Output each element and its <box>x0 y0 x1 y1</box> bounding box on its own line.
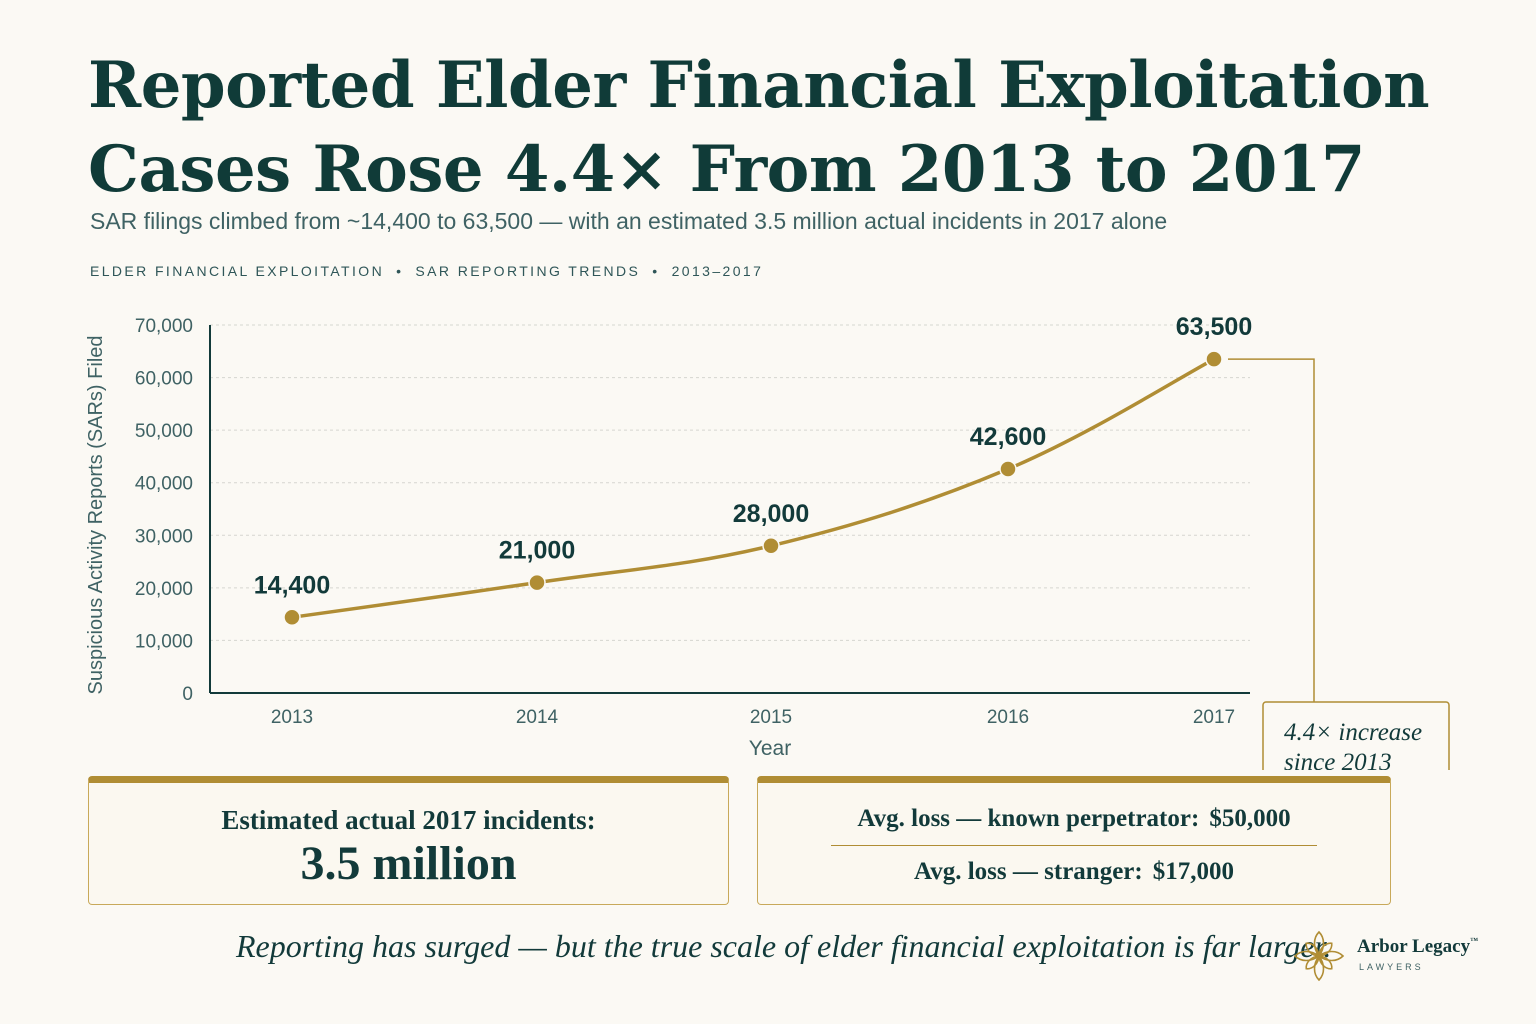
line-chart: 0 10,000 20,000 30,000 40,000 50,000 60,000 70,… <box>85 313 1450 770</box>
y-tick-label: 60,000 <box>135 369 193 390</box>
kicker-separator: • <box>396 263 404 279</box>
data-label: 42,600 <box>970 423 1046 451</box>
annotation-line-1: 4.4× increase <box>1284 719 1422 746</box>
data-point <box>528 573 546 592</box>
loss-known-row: Avg. loss — known perpetrator: $50,000 <box>758 805 1390 833</box>
title-line-1: Reported Elder Financial Exploitation <box>88 48 1430 123</box>
kicker-topic: ELDER FINANCIAL EXPLOITATION <box>90 263 385 279</box>
kicker: ELDER FINANCIAL EXPLOITATION • SAR REPORTI… <box>90 263 990 279</box>
data-label: 28,000 <box>733 500 809 528</box>
page-title: Reported Elder Financial Exploitation Ca… <box>88 44 1468 212</box>
data-point <box>762 537 780 555</box>
x-tick-label: 2013 <box>271 707 313 728</box>
title-line-2: Cases Rose 4.4× From 2013 to 2017 <box>88 132 1365 207</box>
flower-icon <box>1293 930 1345 982</box>
incidents-label: Estimated actual 2017 incidents: <box>221 805 596 835</box>
series-line <box>290 357 1216 620</box>
loss-stranger-label: Avg. loss — stranger: <box>914 858 1143 885</box>
incidents-value: 3.5 million <box>300 837 517 890</box>
y-tick-label: 20,000 <box>135 579 193 600</box>
kicker-trends: SAR REPORTING TRENDS <box>415 263 641 279</box>
y-axis-title: Suspicious Activity Reports (SARs) Filed <box>85 335 107 694</box>
incidents-card: Estimated actual 2017 incidents: 3.5 mil… <box>88 776 729 905</box>
annotation-box <box>1262 701 1450 770</box>
x-tick-label: 2016 <box>987 707 1029 728</box>
x-tick-label: 2014 <box>516 707 559 728</box>
loss-stranger-value: $17,000 <box>1152 858 1234 885</box>
y-tick-label: 40,000 <box>135 474 193 495</box>
kicker-years: 2013–2017 <box>671 263 764 279</box>
subtitle: SAR filings climbed from ~14,400 to 63,5… <box>90 208 1168 234</box>
brand-logo: Arbor Legacy™ LAWYERS <box>1289 926 1489 986</box>
y-tick-label: 30,000 <box>135 526 193 547</box>
x-axis-title: Year <box>749 737 791 760</box>
data-label: 63,500 <box>1176 313 1252 341</box>
data-label: 21,000 <box>499 537 575 565</box>
data-point <box>283 608 301 627</box>
y-tick-label: 0 <box>182 684 193 705</box>
logo-subtitle: LAWYERS <box>1359 962 1424 972</box>
logo-name: Arbor Legacy™ <box>1357 936 1478 958</box>
y-tick-label: 10,000 <box>135 631 193 652</box>
x-tick-label: 2015 <box>750 707 792 728</box>
logo-trademark: ™ <box>1470 936 1479 945</box>
x-tick-label: 2017 <box>1193 707 1235 728</box>
logo-name-text: Arbor Legacy <box>1357 936 1471 957</box>
loss-card: Avg. loss — known perpetrator: $50,000 Av… <box>757 776 1391 905</box>
data-point <box>1205 350 1223 368</box>
annotation-line-2: since 2013 <box>1284 749 1392 770</box>
y-tick-label: 50,000 <box>135 421 193 442</box>
data-label: 14,400 <box>254 571 330 599</box>
kicker-separator: • <box>652 263 660 279</box>
annotation-connector <box>1228 358 1315 702</box>
y-tick-label: 70,000 <box>135 316 193 337</box>
loss-stranger-row: Avg. loss — stranger: $17,000 <box>758 858 1390 886</box>
data-point <box>999 460 1017 478</box>
footer-tagline: Reporting has surged — but the true scal… <box>236 928 1332 964</box>
loss-divider <box>831 845 1317 846</box>
loss-known-value: $50,000 <box>1209 805 1291 832</box>
loss-known-label: Avg. loss — known perpetrator: <box>857 805 1200 832</box>
